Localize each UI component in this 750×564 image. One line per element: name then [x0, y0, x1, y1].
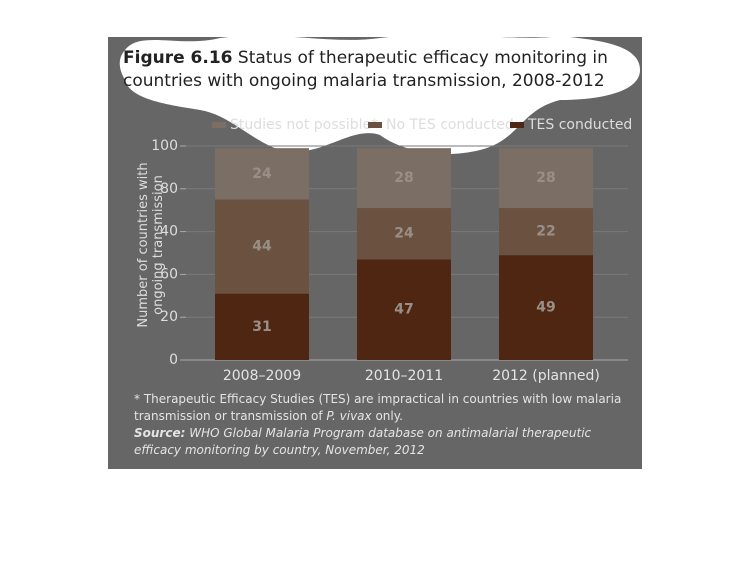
- data-label: 24: [252, 166, 272, 182]
- footnote-text: only.: [371, 409, 403, 423]
- data-label: 47: [394, 302, 413, 318]
- footnote-species: P. vivax: [326, 409, 372, 423]
- bar-segment: [215, 199, 309, 294]
- legend-label: TES conducted: [527, 117, 632, 133]
- y-tick-label: 40: [160, 224, 178, 240]
- legend-swatch: [368, 122, 382, 128]
- bar-segment: [499, 148, 593, 209]
- legend-swatch: [510, 122, 524, 128]
- data-label: 28: [394, 170, 413, 186]
- source-label: Source:: [134, 426, 186, 440]
- y-axis-label: Number of countries with ongoing transmi…: [136, 162, 166, 328]
- y-tick-label: 80: [160, 181, 178, 197]
- data-label: 28: [536, 170, 555, 186]
- y-tick-label: 0: [169, 352, 178, 368]
- overlay-blob: [119, 35, 640, 155]
- y-tick-label: 20: [160, 309, 178, 325]
- chart-title: Figure 6.16 Status of therapeutic effica…: [123, 47, 638, 93]
- bar-segment: [499, 208, 593, 256]
- legend-label: Studies not possible*: [230, 117, 378, 133]
- legend-label: No TES conducted: [386, 117, 514, 133]
- bar-segment: [357, 148, 451, 209]
- x-tick-label: 2010–2011: [365, 368, 443, 384]
- y-tick-label: 60: [160, 266, 178, 282]
- title-prefix: Figure 6.16: [123, 48, 233, 68]
- legend-swatch: [212, 122, 226, 128]
- y-tick-label: 100: [151, 138, 178, 154]
- x-tick-label: 2008–2009: [223, 368, 301, 384]
- footnote: * Therapeutic Efficacy Studies (TES) are…: [134, 391, 624, 459]
- bar-segment: [357, 208, 451, 260]
- bar-segment: [357, 259, 451, 360]
- bar-segment: [499, 255, 593, 360]
- data-label: 31: [252, 319, 271, 335]
- data-label: 24: [394, 226, 414, 242]
- x-tick-label: 2012 (planned): [492, 368, 600, 384]
- source-text: WHO Global Malaria Program database on a…: [134, 426, 592, 457]
- title-text: Status of therapeutic efficacy monitorin…: [123, 48, 608, 91]
- data-label: 44: [252, 239, 272, 255]
- bar-segment: [215, 148, 309, 200]
- data-label: 22: [536, 224, 555, 240]
- data-label: 49: [536, 300, 555, 316]
- footnote-text: * Therapeutic Efficacy Studies (TES) are…: [134, 392, 622, 423]
- bar-segment: [215, 293, 309, 360]
